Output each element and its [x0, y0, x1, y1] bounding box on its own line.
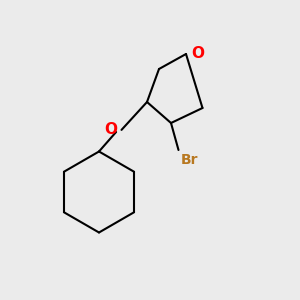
Text: O: O: [104, 122, 117, 136]
Text: Br: Br: [181, 153, 198, 167]
Text: O: O: [191, 46, 204, 61]
